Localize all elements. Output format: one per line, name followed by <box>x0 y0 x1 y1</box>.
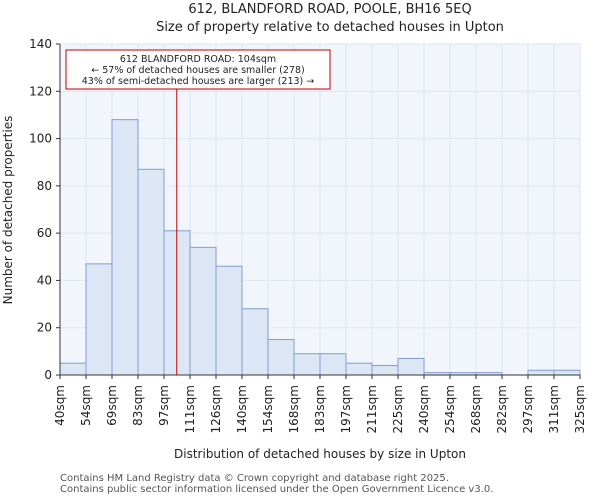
y-tick-label: 80 <box>37 179 52 193</box>
bar-83sqm <box>137 168 165 376</box>
y-tick-label: 20 <box>37 321 52 335</box>
x-tick-label: 225sqm <box>391 385 405 433</box>
x-tick-label: 311sqm <box>547 385 561 433</box>
y-tick-labels: 0 20 40 60 80 100 120 140 <box>29 37 52 382</box>
x-tick-label: 140sqm <box>235 385 249 433</box>
bar-183sqm <box>319 353 347 376</box>
x-tick-label: 126sqm <box>209 385 223 433</box>
bar-140sqm <box>241 308 269 376</box>
annotation-line-1: 612 BLANDFORD ROAD: 104sqm <box>120 54 276 65</box>
bar-211sqm <box>371 365 399 376</box>
x-tick-label: 254sqm <box>443 385 457 433</box>
histogram-chart: 612, BLANDFORD ROAD, POOLE, BH16 5EQ Siz… <box>1 2 587 461</box>
x-tick-label: 97sqm <box>157 385 171 426</box>
x-tick-label: 211sqm <box>365 385 379 433</box>
bar-54sqm <box>85 263 113 376</box>
x-tick-label: 183sqm <box>313 385 327 433</box>
annotation-box: 612 BLANDFORD ROAD: 104sqm ← 57% of deta… <box>65 49 331 90</box>
x-tick-label: 268sqm <box>469 385 483 433</box>
x-tick-label: 282sqm <box>495 385 509 433</box>
x-axis-label: Distribution of detached houses by size … <box>174 447 466 461</box>
bar-126sqm <box>215 265 243 376</box>
bar-154sqm <box>267 339 295 376</box>
x-tick-label: 69sqm <box>105 385 119 426</box>
bar-69sqm <box>111 119 139 376</box>
footer-line-1: Contains HM Land Registry data © Crown c… <box>60 473 449 484</box>
annotation-line-2: ← 57% of detached houses are smaller (27… <box>91 65 304 76</box>
bar-197sqm <box>345 362 373 376</box>
y-tick-label: 100 <box>29 132 52 146</box>
x-tick-label: 154sqm <box>261 385 275 433</box>
footer-line-2: Contains public sector information licen… <box>60 484 494 495</box>
bar-111sqm <box>189 246 217 376</box>
x-tick-label: 54sqm <box>79 385 93 426</box>
y-tick-label: 140 <box>29 37 52 51</box>
bar-311sqm <box>553 369 581 376</box>
x-tick-label: 325sqm <box>573 385 587 433</box>
x-tick-label: 168sqm <box>287 385 301 433</box>
y-axis-label: Number of detached properties <box>1 116 15 305</box>
bar-297sqm <box>527 369 555 376</box>
chart-subtitle: Size of property relative to detached ho… <box>156 20 504 35</box>
x-tick-labels: 40sqm 54sqm 69sqm 83sqm 97sqm 111sqm 126sqm 140… <box>53 385 587 433</box>
x-tick-label: 197sqm <box>339 385 353 433</box>
x-tick-label: 83sqm <box>131 385 145 426</box>
annotation-line-3: 43% of semi-detached houses are larger (… <box>82 76 315 87</box>
bars <box>59 119 581 376</box>
bar-40sqm <box>59 362 87 376</box>
y-tick-label: 0 <box>44 368 52 382</box>
y-tick-label: 120 <box>29 84 52 98</box>
bar-168sqm <box>293 353 321 376</box>
axes <box>56 43 581 379</box>
x-tick-label: 297sqm <box>521 385 535 433</box>
x-tick-label: 111sqm <box>183 385 197 433</box>
chart-title: 612, BLANDFORD ROAD, POOLE, BH16 5EQ <box>188 2 471 17</box>
y-tick-label: 60 <box>37 226 52 240</box>
annotation-border <box>65 49 331 90</box>
x-tick-label: 40sqm <box>53 385 67 426</box>
y-tick-label: 40 <box>37 273 52 287</box>
bar-225sqm <box>397 357 425 376</box>
x-tick-label: 240sqm <box>417 385 431 433</box>
